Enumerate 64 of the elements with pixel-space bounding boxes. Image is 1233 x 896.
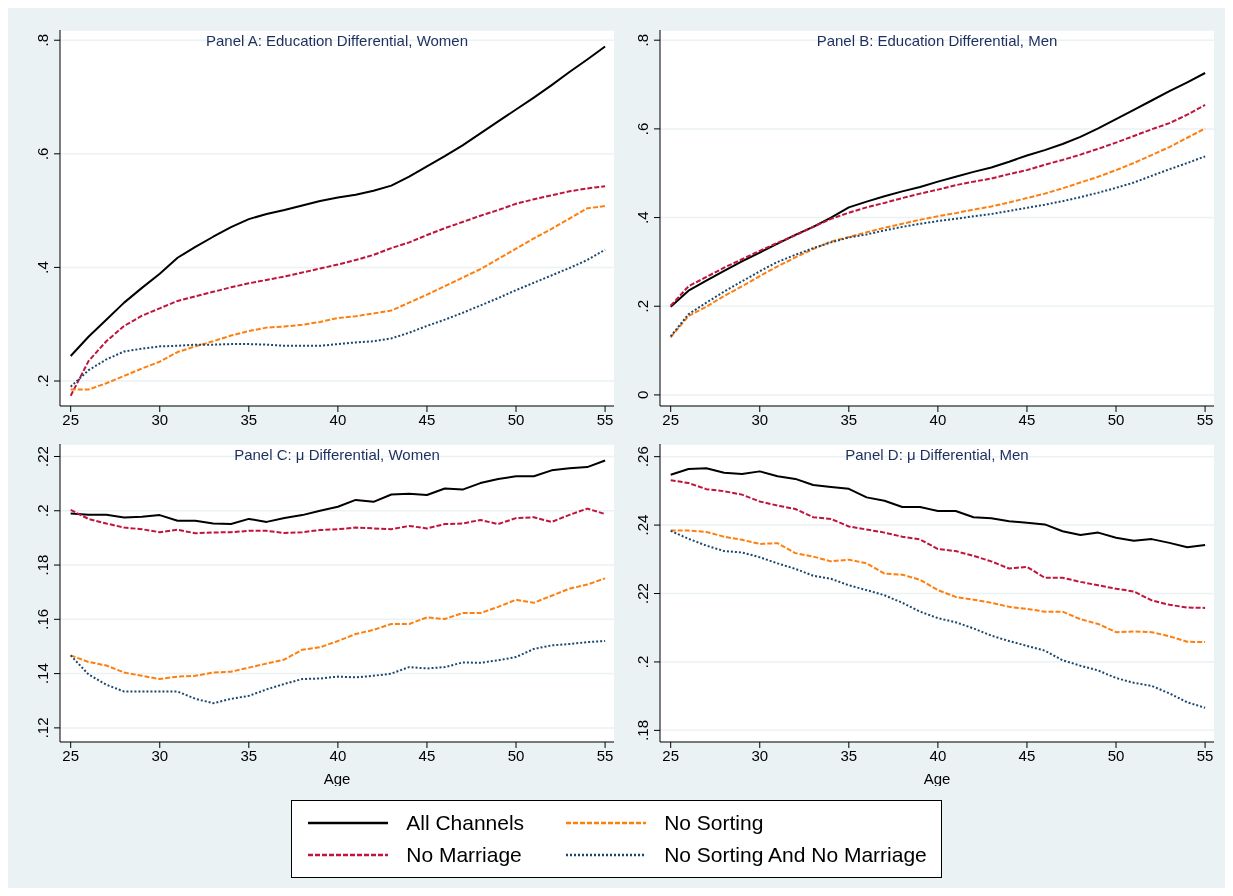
line-series <box>669 479 1207 609</box>
y-tick-label: .16 <box>34 608 51 630</box>
line-series <box>669 467 1207 549</box>
y-tick-label: .12 <box>34 717 51 739</box>
line-series <box>69 248 607 388</box>
x-tick-label: 55 <box>1196 746 1214 764</box>
line-series <box>669 529 1207 709</box>
x-tick-label: 40 <box>329 410 347 428</box>
x-tick-label: 35 <box>840 746 858 764</box>
x-tick-label: 45 <box>418 410 436 428</box>
y-tick-label: .18 <box>34 554 51 576</box>
line-series <box>69 577 607 681</box>
x-tick-label: 35 <box>240 410 258 428</box>
y-tick-label: 0 <box>634 390 651 400</box>
x-tick-label: 40 <box>329 746 347 764</box>
y-tick-label: .8 <box>34 33 51 47</box>
x-tick-label: 45 <box>1018 410 1036 428</box>
x-tick-label: 55 <box>596 746 614 764</box>
legend-label: No Sorting And No Marriage <box>664 843 927 867</box>
line-series <box>669 529 1207 644</box>
x-tick-label: 50 <box>507 410 525 428</box>
x-tick-label: 25 <box>662 746 680 764</box>
chart-title: Panel C: μ Differential, Women <box>233 446 441 463</box>
y-tick-label: .6 <box>34 147 51 161</box>
y-tick-label: .4 <box>34 261 51 274</box>
x-tick-label: 55 <box>596 410 614 428</box>
x-tick-label: 55 <box>1196 410 1214 428</box>
x-tick-label: 30 <box>751 746 769 764</box>
x-tick-label: 25 <box>62 410 80 428</box>
y-tick-label: .14 <box>34 663 51 685</box>
y-tick-label: .2 <box>34 374 51 388</box>
y-tick-label: .2 <box>634 655 651 669</box>
legend-label: All Channels <box>406 811 525 835</box>
chart-title: Panel B: Education Differential, Men <box>815 32 1059 49</box>
x-tick-label: 50 <box>1107 410 1125 428</box>
line-series <box>69 507 607 535</box>
legend-label: No Sorting <box>664 811 764 835</box>
x-tick-label: 25 <box>62 746 80 764</box>
x-tick-label: 45 <box>418 746 436 764</box>
x-tick-label: 40 <box>929 746 947 764</box>
chart-title: Panel A: Education Differential, Women <box>204 32 470 49</box>
y-tick-label: .22 <box>634 583 651 604</box>
x-tick-label: 30 <box>151 746 169 764</box>
x-tick-label: 30 <box>151 410 169 428</box>
y-tick-label: .24 <box>634 514 651 536</box>
y-tick-label: .26 <box>634 446 651 468</box>
x-tick-label: 35 <box>240 746 258 764</box>
x-tick-label: 25 <box>662 410 680 428</box>
y-tick-label: .6 <box>634 122 651 136</box>
x-tick-label: 30 <box>751 410 769 428</box>
x-tick-label: 35 <box>840 410 858 428</box>
y-tick-label: .4 <box>634 211 651 224</box>
y-tick-label: .18 <box>634 719 651 741</box>
line-series <box>69 640 607 705</box>
legend-label: No Marriage <box>406 843 522 867</box>
x-tick-label: 50 <box>507 746 525 764</box>
y-tick-label: .8 <box>634 33 651 47</box>
x-tick-label: 50 <box>1107 746 1125 764</box>
x-tick-label: 45 <box>1018 746 1036 764</box>
y-tick-label: .22 <box>34 446 51 467</box>
chart-title: Panel D: μ Differential, Men <box>844 446 1030 463</box>
y-tick-label: .2 <box>634 299 651 313</box>
y-tick-label: .2 <box>34 504 51 518</box>
x-tick-label: 40 <box>929 410 947 428</box>
